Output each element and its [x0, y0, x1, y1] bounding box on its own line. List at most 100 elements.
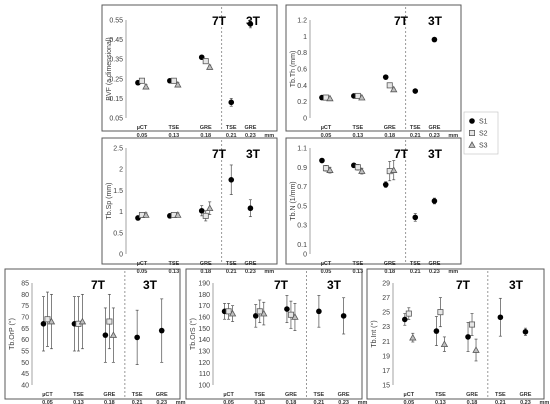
y-tick-label: 50 — [21, 360, 29, 367]
y-axis-title: BVF (a dimensional) — [106, 37, 113, 100]
label-3t: 3T — [428, 14, 443, 28]
y-tick-label: 60 — [21, 337, 29, 344]
y-tick-label: 25 — [382, 310, 390, 317]
x-resolution-label: 0.05 — [137, 133, 148, 139]
point-s3 — [260, 309, 268, 317]
point-s3 — [142, 211, 150, 218]
point-s1 — [134, 334, 140, 341]
y-tick-label: 120 — [198, 360, 210, 367]
y-tick-label: 170 — [198, 303, 210, 310]
y-axis-title: Tb.Th (mm) — [290, 51, 297, 88]
x-resolution-label: 0.13 — [168, 269, 179, 275]
x-group-label: TSE — [352, 125, 363, 131]
x-resolution-label: 0.18 — [200, 269, 211, 275]
legend-label: S3 — [479, 143, 488, 150]
y-axis-title: Tb.OrS (°) — [189, 318, 197, 350]
point-s1 — [158, 327, 165, 334]
x-group-label: GRE — [466, 392, 478, 398]
point-s1 — [102, 332, 109, 338]
panel-frame — [101, 137, 278, 265]
y-tick-label: 150 — [198, 326, 210, 333]
x-group-label: TSE — [435, 392, 446, 398]
point-s1 — [402, 316, 408, 323]
y-tick-label: 85 — [21, 281, 29, 288]
x-resolution-label: 0.05 — [137, 269, 148, 275]
y-tick-label: 15 — [382, 383, 390, 390]
x-resolution-label: 0.18 — [384, 133, 395, 139]
y-tick-label: 1 — [303, 34, 307, 41]
x-resolution-label: 0.05 — [223, 400, 234, 404]
x-group-label: GRE — [384, 261, 396, 267]
x-resolution-label: 0.05 — [403, 400, 414, 404]
y-tick-label: 0.25 — [109, 76, 123, 83]
point-s3 — [472, 346, 480, 353]
y-tick-label: 0.9 — [297, 165, 307, 172]
y-tick-label: 0.4 — [297, 83, 307, 90]
x-resolution-label: 0.18 — [467, 400, 478, 404]
x-resolution-label: 0.13 — [73, 400, 84, 404]
x-resolution-label: 0.21 — [495, 400, 506, 404]
label-7t: 7T — [212, 14, 227, 28]
y-tick-label: 140 — [198, 337, 210, 344]
y-tick-label: 0.5 — [297, 203, 307, 210]
x-resolution-label: 0.23 — [245, 133, 256, 139]
point-s3 — [109, 331, 118, 338]
point-s1 — [412, 88, 419, 94]
x-resolution-label: 0.21 — [314, 400, 325, 404]
legend: S1 S2 S3 — [463, 111, 499, 155]
x-resolution-label: 0.21 — [410, 269, 421, 275]
label-7t: 7T — [456, 278, 471, 292]
y-axis-title: Tb.Int (°) — [370, 320, 378, 347]
point-s1 — [412, 214, 419, 221]
point-s1 — [247, 205, 254, 212]
x-unit-label: mm — [176, 400, 186, 404]
point-s1 — [431, 198, 438, 204]
point-s2 — [106, 318, 113, 325]
point-s1 — [382, 181, 389, 188]
point-s3 — [390, 166, 398, 173]
point-s3 — [174, 80, 182, 88]
y-tick-label: 1.5 — [113, 188, 123, 195]
y-tick-label: 0 — [303, 116, 307, 123]
point-s2 — [170, 77, 177, 84]
x-group-label: GRE — [244, 261, 256, 267]
chart-panel-tbth: 0 0.2 0.4 0.6 0.8 1 1.2 Tb.Th (mm) 7T 3T µCT 0.05 TS… — [285, 4, 462, 139]
x-resolution-label: 0.13 — [254, 400, 265, 404]
legend-marker-s1 — [469, 118, 475, 124]
x-group-label: GRE — [338, 392, 350, 398]
x-resolution-label: 0.13 — [168, 133, 179, 139]
x-group-label: µCT — [321, 125, 332, 131]
panel-frame — [101, 4, 278, 132]
point-s1 — [252, 313, 259, 319]
chart-panel-tbn: 0 0.1 0.3 0.5 0.7 0.9 1.1 Tb.N (1/mm) 7T 3T µCT 0.0… — [285, 137, 462, 275]
x-resolution-label: 0.23 — [520, 400, 531, 404]
label-3t: 3T — [327, 278, 342, 292]
x-unit-label: mm — [448, 133, 458, 139]
x-unit-label: mm — [358, 400, 368, 404]
y-tick-label: 0.3 — [297, 223, 307, 230]
y-tick-label: 55 — [21, 349, 29, 356]
x-resolution-label: 0.21 — [410, 133, 421, 139]
y-tick-label: 0.1 — [297, 242, 307, 249]
panel-frame — [285, 4, 462, 132]
x-group-label: GRE — [285, 392, 297, 398]
point-s3 — [142, 82, 150, 90]
y-tick-label: 0.7 — [297, 184, 307, 191]
y-tick-label: 1 — [119, 209, 123, 216]
point-s3 — [228, 309, 237, 317]
x-unit-label: mm — [264, 133, 274, 139]
point-s1 — [40, 321, 47, 327]
point-s1 — [319, 157, 325, 164]
x-resolution-label: 0.05 — [321, 269, 332, 275]
y-tick-label: 0.05 — [109, 116, 123, 123]
legend-label: S2 — [479, 131, 488, 138]
y-tick-label: 100 — [198, 383, 210, 390]
point-s3 — [174, 211, 182, 218]
point-s1 — [228, 177, 235, 183]
x-group-label: TSE — [168, 261, 179, 267]
chart-panel-tbsp: 0 0.5 1 1.5 2 2.5 Tb.Sp (mm) 7T 3T µCT 0.05 TSE 0.13… — [101, 137, 278, 275]
y-tick-label: 70 — [21, 315, 29, 322]
legend-marker-s2 — [468, 129, 475, 136]
point-s1 — [522, 329, 529, 335]
